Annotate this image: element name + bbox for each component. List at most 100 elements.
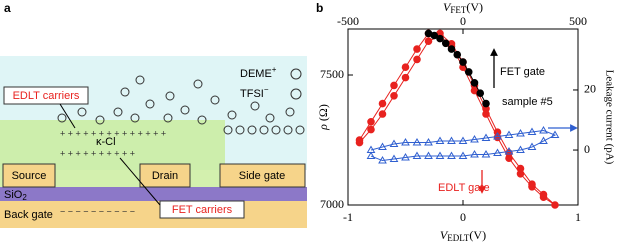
point [424, 37, 433, 46]
symbol: ρ [316, 124, 330, 131]
point [464, 68, 473, 76]
label-box [3, 86, 89, 105]
point [470, 135, 479, 143]
annotation: sample #5 [502, 96, 553, 108]
unit: (V) [469, 228, 486, 242]
unit: (Ω) [316, 104, 330, 121]
point [401, 153, 410, 161]
point [493, 132, 502, 140]
point [458, 136, 468, 145]
point [424, 138, 433, 146]
ions [57, 68, 305, 135]
point [367, 118, 375, 126]
point [539, 126, 548, 134]
point [470, 150, 479, 158]
point [413, 55, 421, 64]
unit: (V) [466, 0, 483, 14]
oxide-sub: 2 [22, 193, 27, 202]
point [430, 31, 439, 40]
point [378, 156, 387, 164]
anion-name: TFSI [240, 88, 264, 100]
drain-label: Drain [152, 170, 178, 182]
y2-axis-label: Leakage current (pA) [603, 70, 615, 165]
point [459, 58, 467, 66]
point [390, 81, 398, 90]
point [527, 127, 537, 136]
x-axis-label: VEDLT(V) [440, 228, 486, 242]
point [441, 39, 450, 48]
anion-label: TFSI− [240, 85, 269, 100]
point [539, 136, 548, 145]
point [436, 34, 444, 43]
channel-label: κ-Cl [96, 136, 116, 148]
point [516, 129, 525, 137]
x-tick-label: 1 [575, 210, 581, 224]
subscript: FET [450, 5, 467, 15]
y-axis-label: ρ (Ω) [316, 104, 330, 131]
side-gate-electrode [219, 163, 306, 188]
y2-tick-label: 0 [584, 142, 590, 156]
y2-tick-label: 20 [584, 82, 596, 96]
point [453, 50, 462, 59]
point [412, 151, 422, 160]
x2-tick-label: 0 [460, 14, 466, 28]
edlt-carriers-label: EDLT carriers [13, 90, 80, 102]
point [401, 73, 410, 82]
point [550, 130, 560, 139]
source-electrode [2, 163, 56, 188]
oxide-base: SiO [4, 189, 23, 201]
point [493, 148, 502, 157]
cation-label: DEME+ [240, 65, 277, 80]
point [504, 147, 514, 155]
side-gate-label: Side gate [239, 170, 285, 182]
oxide-layer [0, 187, 307, 201]
point [435, 151, 445, 160]
annotation: FET gate [500, 66, 545, 78]
point [551, 201, 559, 209]
panel-label: b [316, 1, 323, 15]
point [389, 154, 399, 163]
hole-charges: + + + + + + + + + + [60, 148, 135, 158]
point [378, 99, 387, 108]
point [390, 92, 398, 100]
cation-charge: + [272, 65, 277, 74]
point [481, 150, 491, 158]
subscript: EDLT [447, 233, 470, 242]
panel-label: a [4, 1, 11, 15]
y-tick-label: 7500 [320, 67, 344, 81]
anion-charge: − [264, 85, 269, 94]
x2-axis-label: VFET(V) [443, 0, 483, 15]
x-tick-label: -1 [343, 210, 353, 224]
point [482, 99, 490, 108]
oxide-label: SiO2 [4, 189, 27, 202]
point [528, 180, 536, 189]
panel-b: b FET gate sample #5 EDLT gate VEDLT(V) … [316, 0, 616, 242]
point [424, 151, 433, 160]
y-tick-label: 7000 [320, 197, 344, 211]
gate-charges: − − − − − − − − − − [60, 206, 135, 216]
symbol: V [440, 228, 449, 242]
point [367, 125, 375, 134]
point [435, 136, 445, 145]
x2-tick-label: 500 [569, 14, 587, 28]
point [447, 45, 456, 53]
point [401, 63, 410, 72]
point [539, 190, 548, 199]
point [389, 139, 399, 148]
panel-a: a + + + + + + + + + + + + + + + + + + + … [0, 1, 307, 228]
point [481, 133, 491, 142]
point [412, 138, 422, 146]
point [447, 136, 456, 145]
point [355, 136, 364, 144]
point [505, 149, 513, 157]
x-tick-label: 0 [460, 210, 466, 224]
point [366, 151, 376, 160]
point [401, 138, 410, 146]
annotation: EDLT gate [438, 182, 490, 194]
label-box [159, 200, 245, 219]
x2-tick-label: -500 [337, 14, 359, 28]
pointer [119, 157, 161, 206]
back-gate-label: Back gate [4, 209, 53, 221]
